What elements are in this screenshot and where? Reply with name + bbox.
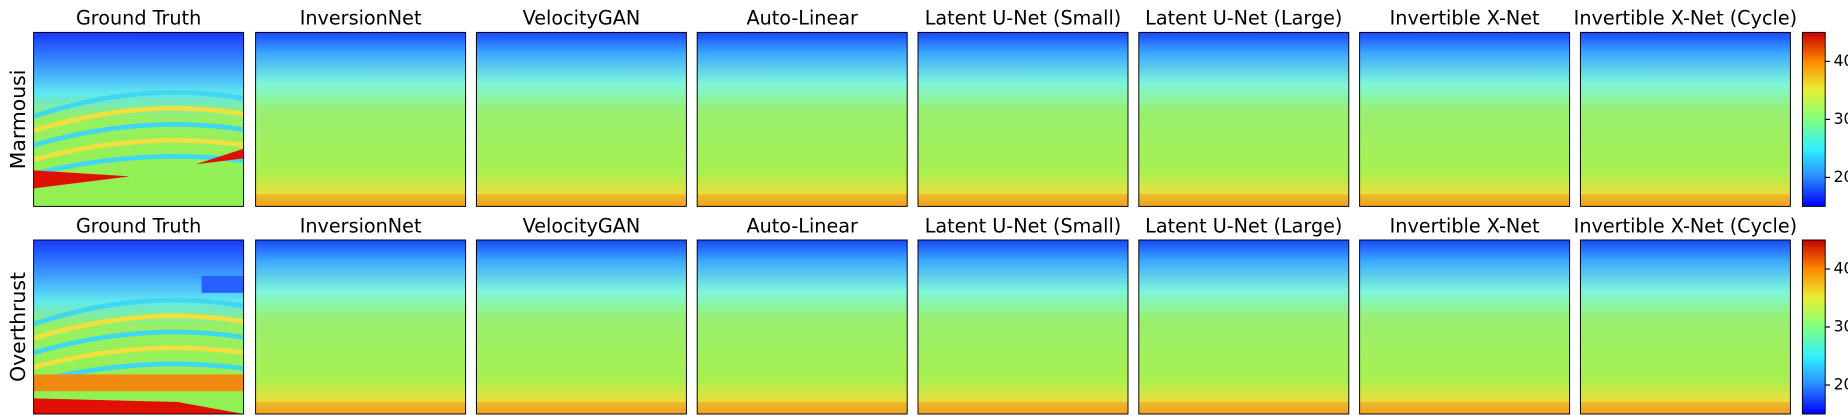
panel-title: Invertible X-Net (Cycle): [1574, 214, 1797, 237]
layer: [32, 90, 245, 119]
layer: [33, 374, 244, 392]
bottom-band: [1138, 194, 1349, 207]
velocity-map: [255, 32, 466, 207]
layer: [32, 329, 244, 356]
panel-title: VelocityGAN: [523, 7, 641, 30]
layer: [32, 106, 244, 134]
panel-title: Auto-Linear: [746, 214, 858, 237]
panel-frame: [33, 239, 245, 415]
panel-title: VelocityGAN: [523, 214, 641, 237]
bottom-band: [1359, 194, 1570, 207]
panel-title: Invertible X-Net: [1390, 7, 1540, 30]
layer: [32, 297, 245, 327]
bottom-band: [697, 194, 908, 207]
colorbar-tick-label: 3000: [1834, 317, 1848, 335]
velocity-map: [697, 32, 908, 207]
panel-frame: [1138, 239, 1350, 415]
panel-title: InversionNet: [300, 7, 422, 30]
panel-title: Ground Truth: [76, 214, 201, 237]
velocity-map: [476, 32, 687, 207]
panel-frame: [917, 239, 1129, 415]
panel-frame: [1579, 31, 1791, 207]
panel-title: Invertible X-Net (Cycle): [1574, 7, 1797, 30]
bottom-band: [697, 402, 908, 414]
layer: [32, 313, 244, 341]
bottom-band: [1580, 402, 1791, 414]
bottom-band: [476, 402, 687, 414]
velocity-map: [476, 240, 687, 414]
panel-title: Latent U-Net (Small): [925, 7, 1122, 30]
layer: [201, 276, 244, 293]
colorbar-tick-label: 2000: [1834, 168, 1848, 186]
panel-title: Latent U-Net (Small): [925, 214, 1122, 237]
colorbar: [1801, 31, 1826, 207]
panel-title: Invertible X-Net: [1390, 214, 1540, 237]
velocity-map: [1359, 240, 1570, 414]
layer: [32, 122, 244, 148]
bottom-band: [1580, 194, 1791, 207]
bottom-band: [1138, 402, 1349, 414]
colorbar-tick-label: 2000: [1834, 376, 1848, 394]
velocity-map: [918, 32, 1128, 207]
velocity-map: [918, 240, 1128, 414]
panel-title: InversionNet: [300, 214, 422, 237]
velocity-map: [697, 240, 908, 414]
velocity-map: [1359, 32, 1570, 207]
panel-frame: [1579, 239, 1791, 415]
panel-frame: [255, 31, 467, 207]
velocity-map: [1580, 32, 1791, 207]
panel-frame: [1359, 31, 1571, 207]
panel-title: Latent U-Net (Large): [1145, 7, 1342, 30]
panel-frame: [255, 239, 467, 415]
colorbar-tick-label: 4000: [1834, 260, 1848, 278]
panel-frame: [1138, 31, 1350, 207]
panel-title: Auto-Linear: [746, 7, 858, 30]
colorbar-tick-label: 3000: [1834, 110, 1848, 128]
layer: [33, 398, 244, 414]
panel-title: Latent U-Net (Large): [1145, 214, 1342, 237]
velocity-map: [1138, 32, 1349, 207]
row-label: Marmousi: [6, 70, 30, 170]
bottom-band: [918, 194, 1128, 207]
layer: [195, 148, 244, 165]
row-label: Overthrust: [6, 272, 30, 382]
velocity-map: [1580, 240, 1791, 414]
bottom-band: [1359, 402, 1570, 414]
colorbar-tick-label: 4000: [1834, 52, 1848, 70]
colorbar: [1801, 239, 1826, 415]
velocity-map: [255, 240, 466, 414]
bottom-band: [918, 402, 1128, 414]
panel-title: Ground Truth: [76, 7, 201, 30]
panel-frame: [475, 31, 687, 207]
panel-frame: [475, 239, 687, 415]
layer: [32, 345, 244, 370]
panel-frame: [33, 31, 245, 207]
bottom-band: [255, 194, 466, 207]
bottom-band: [476, 194, 687, 207]
panel-frame: [917, 31, 1129, 207]
velocity-map: [1138, 240, 1349, 414]
panel-frame: [1359, 239, 1571, 415]
panel-frame: [696, 239, 908, 415]
panel-frame: [696, 31, 908, 207]
layer: [32, 138, 244, 162]
bottom-band: [255, 402, 466, 414]
